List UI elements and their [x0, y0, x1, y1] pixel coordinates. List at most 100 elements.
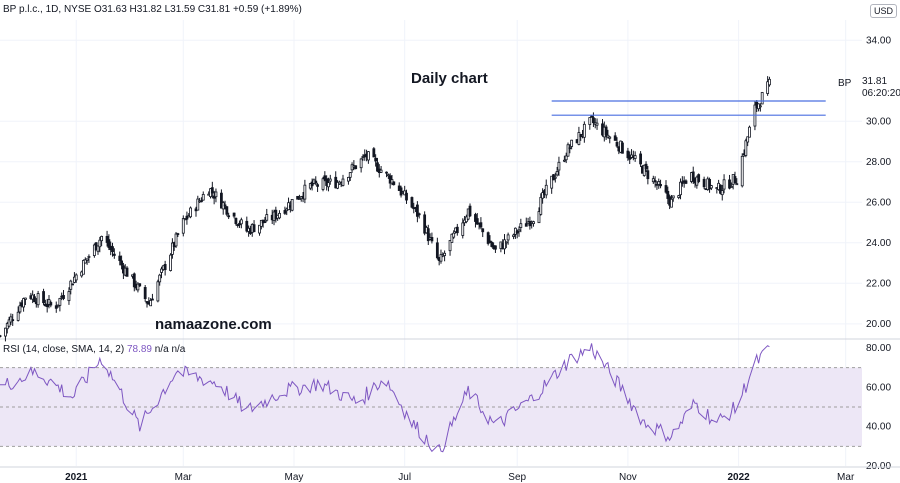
candle-up: [744, 140, 748, 156]
candle-up: [341, 178, 345, 186]
candle-down: [486, 232, 490, 244]
candle-up: [7, 319, 11, 327]
price-axis-tick: 24.00: [866, 238, 891, 249]
candle-up: [519, 223, 523, 228]
rsi-header: RSI (14, close, SMA, 14, 2) 78.89 n/a n/…: [3, 344, 185, 355]
candle-down: [225, 206, 229, 215]
candle-down: [310, 181, 314, 187]
chart-title: Daily chart: [411, 70, 488, 87]
rsi-extra: n/a n/a: [154, 344, 186, 355]
candle-up: [321, 178, 325, 190]
price-axis-tick: 30.00: [866, 116, 891, 127]
candle-up: [722, 179, 726, 190]
candle-down: [475, 218, 479, 225]
currency-badge[interactable]: USD: [869, 4, 897, 18]
candle-up: [503, 239, 506, 250]
time-axis-tick: 2022: [727, 472, 750, 483]
candle-up: [577, 132, 581, 145]
candle-down: [392, 181, 396, 185]
candle-down: [590, 115, 594, 118]
candle-down: [354, 165, 358, 170]
candle-down: [615, 141, 619, 147]
candle-down: [481, 228, 485, 233]
candle-up: [82, 260, 85, 275]
price-axis-tick: 28.00: [866, 157, 891, 168]
candle-down: [592, 117, 595, 124]
bar-countdown: 06:20:20: [862, 88, 900, 99]
candle-up: [537, 211, 541, 224]
candle-down: [702, 178, 706, 188]
candle-up: [67, 291, 71, 302]
candle-down: [479, 222, 483, 228]
candle-down: [245, 220, 249, 232]
candle-up: [748, 126, 751, 138]
candle-down: [417, 213, 421, 216]
candle-up: [461, 222, 465, 236]
candle-up: [169, 254, 172, 271]
candle-down: [11, 319, 15, 322]
candle-down: [435, 242, 439, 259]
candle-up: [735, 183, 739, 186]
last-price-tag: 31.81 06:20:20: [862, 76, 900, 100]
candle-up: [158, 274, 162, 283]
candle-up: [630, 154, 633, 158]
candle-up: [303, 184, 307, 200]
candle-down: [490, 241, 494, 247]
candle-up: [47, 299, 51, 305]
candle-up: [633, 155, 637, 159]
candle-up: [290, 199, 294, 211]
candle-up: [642, 164, 646, 176]
candle-up: [258, 224, 261, 234]
candle-down: [415, 204, 419, 217]
candle-down: [626, 150, 630, 159]
candle-up: [359, 158, 363, 169]
candle-up: [557, 161, 561, 171]
candle-down: [316, 184, 319, 187]
candle-down: [468, 205, 472, 217]
candle-up: [506, 234, 510, 241]
candle-down: [653, 180, 657, 183]
candle-up: [336, 182, 339, 189]
candle-down: [71, 283, 74, 286]
candle-down: [145, 301, 149, 304]
time-axis-tick: May: [285, 472, 304, 483]
candle-down: [646, 170, 650, 180]
candle-up: [539, 196, 543, 215]
candle-down: [684, 180, 688, 184]
candle-down: [697, 174, 701, 182]
time-axis-tick: Mar: [175, 472, 193, 483]
candle-up: [85, 258, 89, 261]
candle-up: [671, 195, 675, 199]
candle-down: [515, 230, 519, 234]
candle-up: [278, 212, 281, 219]
candle-up: [555, 171, 559, 176]
candle-up: [512, 234, 515, 237]
candle-up: [677, 195, 681, 198]
candle-down: [125, 267, 129, 277]
candle-up: [720, 190, 724, 196]
candle-up: [361, 156, 365, 158]
candle-down: [639, 153, 643, 165]
candle-down: [49, 302, 53, 306]
candle-up: [149, 300, 153, 307]
candle-down: [296, 195, 300, 200]
candle-down: [659, 184, 662, 187]
candle-up: [350, 164, 354, 171]
candle-up: [452, 232, 456, 238]
ohlc-header: BP p.l.c., 1D, NYSE O31.63 H31.82 L31.59…: [3, 4, 302, 15]
candle-down: [621, 142, 624, 154]
candle-up: [758, 105, 762, 108]
candle-down: [234, 217, 238, 224]
candle-down: [227, 215, 231, 218]
candle-down: [314, 180, 318, 184]
candle-up: [366, 151, 370, 161]
candle-up: [450, 233, 454, 243]
candle-down: [708, 178, 711, 190]
candle-up: [544, 184, 548, 196]
candle-up: [709, 185, 713, 189]
candle-up: [448, 240, 452, 252]
candle-up: [196, 198, 200, 211]
candle-down: [232, 212, 236, 217]
candle-down: [274, 209, 278, 220]
